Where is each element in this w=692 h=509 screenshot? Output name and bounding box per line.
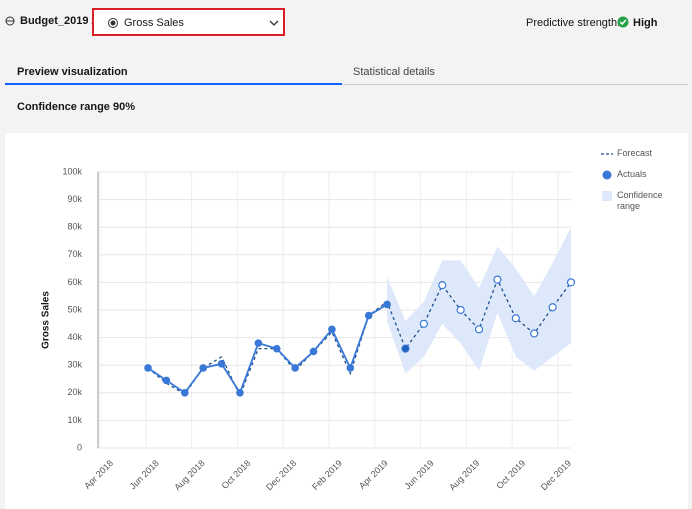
forecast-point (566, 278, 576, 287)
x-tick-label: Dec 2019 (539, 458, 573, 492)
dropdown-value: Gross Sales (124, 17, 184, 29)
actual-point (272, 344, 281, 353)
y-tick-label: 80k (67, 222, 82, 232)
forecast-point (456, 305, 465, 315)
x-tick-label: Apr 2018 (82, 458, 115, 491)
actual-point (217, 360, 226, 368)
y-tick-label: 20k (67, 387, 82, 397)
actual-point (346, 364, 355, 372)
x-tick-label: Dec 2018 (264, 458, 298, 492)
y-tick-label: 60k (67, 277, 82, 287)
y-tick-label: 30k (67, 360, 82, 370)
y-tick-label: 70k (67, 249, 82, 259)
actuals-line (147, 303, 388, 395)
x-tick-label: Oct 2018 (220, 458, 253, 491)
actual-point (291, 364, 299, 372)
x-tick-label: Aug 2018 (172, 458, 206, 492)
tab[interactable]: Statistical details (353, 66, 435, 78)
y-tick-label: 100k (62, 166, 82, 176)
legend-swatch (601, 153, 613, 155)
subtitle: Confidence range 90% (17, 101, 135, 113)
forecast-point (511, 314, 520, 323)
x-tick-label: Apr 2019 (357, 458, 390, 491)
tab[interactable]: Preview visualization (17, 66, 128, 78)
actual-point (144, 364, 152, 372)
chart-card (5, 133, 688, 509)
forecast-point (493, 275, 502, 284)
actual-point (364, 311, 373, 320)
forecast-point (474, 325, 484, 334)
forecast-line (147, 277, 572, 398)
y-tick-label: 0 (77, 442, 82, 452)
tab-indicator (5, 83, 342, 85)
y-axis-label: Gross Sales (41, 291, 52, 349)
actual-point (309, 347, 318, 356)
dataset-title: Budget_2019 / (20, 15, 95, 27)
y-tick-label: 50k (67, 304, 82, 314)
legend-swatch (602, 191, 612, 201)
actual-point (383, 300, 391, 309)
confidence-band (387, 227, 571, 374)
y-tick-label: 40k (67, 332, 82, 342)
forecast-point (438, 281, 447, 290)
actual-point (254, 339, 263, 347)
x-tick-label: Jun 2018 (128, 458, 161, 491)
forecast-point (548, 303, 557, 312)
tab-divider (342, 84, 688, 85)
target-dropdown[interactable]: Gross Sales (92, 8, 285, 36)
forecast-point (401, 344, 410, 353)
actual-point (199, 364, 207, 372)
actual-point (162, 376, 171, 385)
legend-label: Confidence range (617, 190, 663, 211)
x-tick-label: Aug 2019 (447, 458, 481, 492)
y-tick-label: 90k (67, 194, 82, 204)
swatch (602, 191, 612, 201)
actual-point (328, 325, 336, 334)
actual-point (236, 389, 244, 397)
legend-label: Forecast (617, 148, 653, 158)
swatch (602, 170, 612, 180)
target-icon (108, 18, 118, 28)
forecast-point (530, 329, 539, 338)
strength-icon (617, 16, 629, 28)
legend-swatch (602, 170, 612, 180)
strength-label: Predictive strength: (526, 17, 621, 29)
y-tick-label: 10k (67, 415, 82, 425)
actual-point (180, 389, 189, 397)
strength-value: High (633, 17, 658, 29)
x-tick-label: Oct 2019 (494, 458, 527, 491)
chevron (269, 20, 279, 26)
x-tick-label: Jun 2019 (402, 458, 435, 491)
x-tick-label: Feb 2019 (310, 458, 344, 492)
dataset-icon (5, 16, 15, 26)
forecast-point (419, 319, 428, 328)
legend-label: Actuals (617, 169, 647, 179)
